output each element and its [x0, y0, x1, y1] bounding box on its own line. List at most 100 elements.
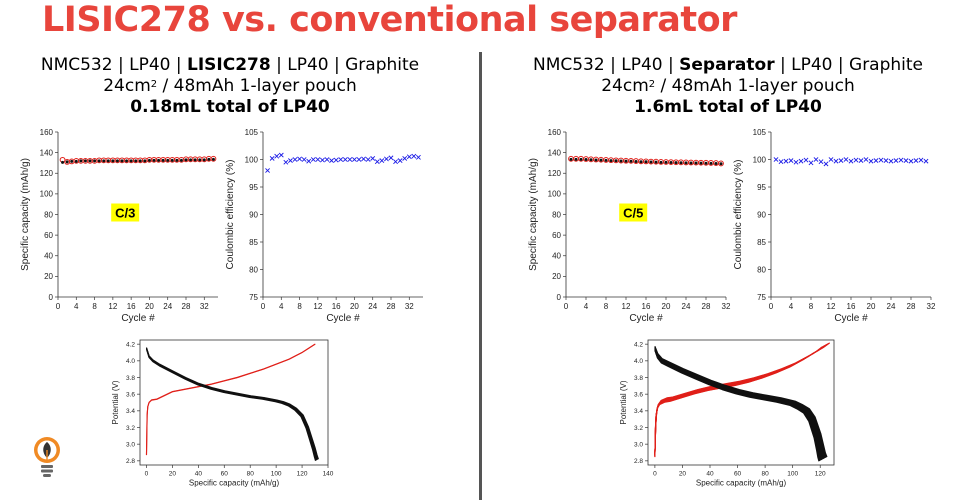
left-efficiency-chart: 0 4 8 12 16 20 24 28 32 75 80 85 90 95 100 105 Cycle # Co…	[225, 128, 423, 324]
left-capacity-point	[97, 159, 101, 163]
left-voltage-series-0-line	[145, 343, 316, 456]
left-efficiency-point	[278, 152, 284, 158]
left-capacity-x-tick-label: 20	[145, 302, 154, 311]
right-panel-header: NMC532 | LP40 | Separator | LP40 | Graph…	[508, 55, 948, 118]
right-efficiency-point	[803, 157, 809, 163]
left-capacity-y-tick-label: 140	[40, 148, 54, 157]
right-capacity-point	[719, 162, 723, 166]
right-capacity-point	[644, 160, 648, 164]
right-voltage-x-tick-label: 0	[653, 471, 657, 478]
left-efficiency-point	[333, 157, 339, 163]
left-capacity-point	[198, 158, 202, 162]
left-efficiency-point	[306, 158, 312, 164]
right-capacity-y-tick-label: 20	[552, 272, 561, 281]
left-efficiency-point	[347, 157, 353, 162]
left-efficiency-point	[406, 154, 412, 160]
left-capacity-point	[65, 160, 69, 164]
right-capacity-point	[659, 160, 663, 164]
left-voltage-series-1-line	[145, 347, 319, 460]
left-efficiency-point	[320, 157, 325, 163]
left-efficiency-y-tick-label: 100	[245, 155, 259, 164]
right-voltage-x-tick-label: 60	[734, 471, 742, 478]
left-efficiency-point	[342, 157, 348, 162]
left-capacity-point	[125, 159, 129, 163]
left-efficiency-y-tick-label: 90	[249, 210, 258, 219]
right-efficiency-point	[898, 157, 904, 163]
left-voltage-x-tick-label: 80	[247, 471, 255, 478]
right-electrolyte-volume: 1.6mL total of LP40	[634, 97, 822, 117]
right-efficiency-x-tick-label: 8	[809, 302, 814, 311]
left-efficiency-point	[379, 158, 385, 164]
left-voltage-series-1-line	[145, 348, 318, 460]
right-capacity-point	[689, 161, 693, 165]
left-efficiency-point	[356, 157, 362, 162]
left-capacity-y-tick-label: 120	[40, 169, 54, 178]
left-capacity-rate-highlight	[111, 203, 140, 222]
right-capacity-point	[624, 159, 628, 163]
right-capacity-rate-highlight	[619, 203, 648, 222]
left-capacity-point	[210, 155, 217, 162]
right-voltage-y-tick-label: 3.2	[634, 425, 643, 432]
left-efficiency-point	[338, 157, 344, 162]
left-capacity-y-tick-label: 60	[44, 231, 53, 240]
left-voltage-x-tick-label: 140	[323, 471, 334, 478]
left-capacity-point	[111, 159, 115, 163]
right-capacity-x-tick-label: 28	[702, 302, 711, 311]
left-efficiency-point	[388, 155, 394, 161]
left-capacity-point	[152, 158, 156, 162]
left-capacity-point	[120, 159, 124, 163]
left-voltage-series-1-line	[145, 347, 319, 460]
right-capacity-x-axis-label: Cycle #	[629, 313, 663, 324]
right-capacity-y-tick-label: 0	[557, 293, 562, 302]
right-capacity-point	[669, 161, 673, 165]
left-capacity-y-tick-label: 0	[49, 293, 54, 302]
left-capacity-point	[147, 158, 151, 162]
right-capacity-y-axis-label: Specific capacity (mAh/g)	[528, 158, 539, 271]
left-voltage-y-tick-label: 3.2	[126, 425, 135, 432]
right-efficiency-x-axis-label: Cycle #	[834, 313, 868, 324]
right-efficiency-y-tick-label: 85	[757, 238, 766, 247]
right-capacity-point	[704, 161, 708, 165]
left-voltage-x-tick-label: 120	[297, 471, 308, 478]
right-capacity-x-tick-label: 8	[604, 302, 609, 311]
right-separator-name: Separator	[679, 55, 775, 75]
left-efficiency-point	[361, 156, 366, 162]
right-voltage-y-tick-label: 2.8	[634, 458, 643, 465]
right-efficiency-x-tick-label: 12	[827, 302, 836, 311]
left-voltage-x-tick-label: 20	[169, 471, 177, 478]
right-efficiency-point	[923, 158, 929, 164]
right-efficiency-point	[788, 158, 794, 164]
right-capacity-chart: 0 4 8 12 16 20 24 28 32 0 20 40 60 80 100 120 140 160 Cycl…	[528, 128, 731, 324]
left-efficiency-x-tick-label: 20	[350, 302, 359, 311]
right-efficiency-point	[843, 157, 849, 162]
left-capacity-point	[189, 158, 193, 162]
left-efficiency-y-tick-label: 95	[249, 183, 258, 192]
right-efficiency-point	[863, 157, 869, 162]
left-voltage-y-tick-label: 2.8	[126, 458, 135, 465]
right-capacity-point	[654, 160, 658, 164]
right-efficiency-x-tick-label: 28	[907, 302, 916, 311]
left-capacity-y-tick-label: 80	[44, 210, 53, 219]
right-efficiency-point	[908, 158, 914, 164]
right-efficiency-point	[853, 157, 859, 163]
left-voltage-y-tick-label: 3.6	[126, 391, 135, 398]
right-efficiency-point	[778, 159, 784, 165]
left-efficiency-x-tick-label: 24	[368, 302, 377, 311]
left-capacity-point	[93, 159, 97, 163]
right-capacity-point	[664, 160, 668, 164]
left-capacity-y-tick-label: 100	[40, 190, 54, 199]
right-efficiency-y-tick-label: 105	[753, 128, 767, 137]
right-capacity-point	[594, 158, 598, 162]
right-efficiency-x-tick-label: 20	[867, 302, 876, 311]
right-efficiency-chart: 0 4 8 12 16 20 24 28 32 75 80 85 90 95 100 105 Cycle # Co…	[733, 128, 936, 324]
right-efficiency-y-axis-label: Coulombic efficiency (%)	[733, 160, 744, 270]
right-capacity-point	[629, 159, 633, 163]
left-voltage-x-tick-label: 40	[195, 471, 203, 478]
left-efficiency-x-tick-label: 32	[405, 302, 414, 311]
right-capacity-point	[574, 157, 578, 161]
right-efficiency-point	[833, 158, 839, 164]
left-capacity-point	[129, 159, 133, 163]
left-efficiency-point	[269, 155, 275, 161]
right-capacity-point	[589, 158, 593, 162]
right-capacity-point	[649, 160, 653, 164]
